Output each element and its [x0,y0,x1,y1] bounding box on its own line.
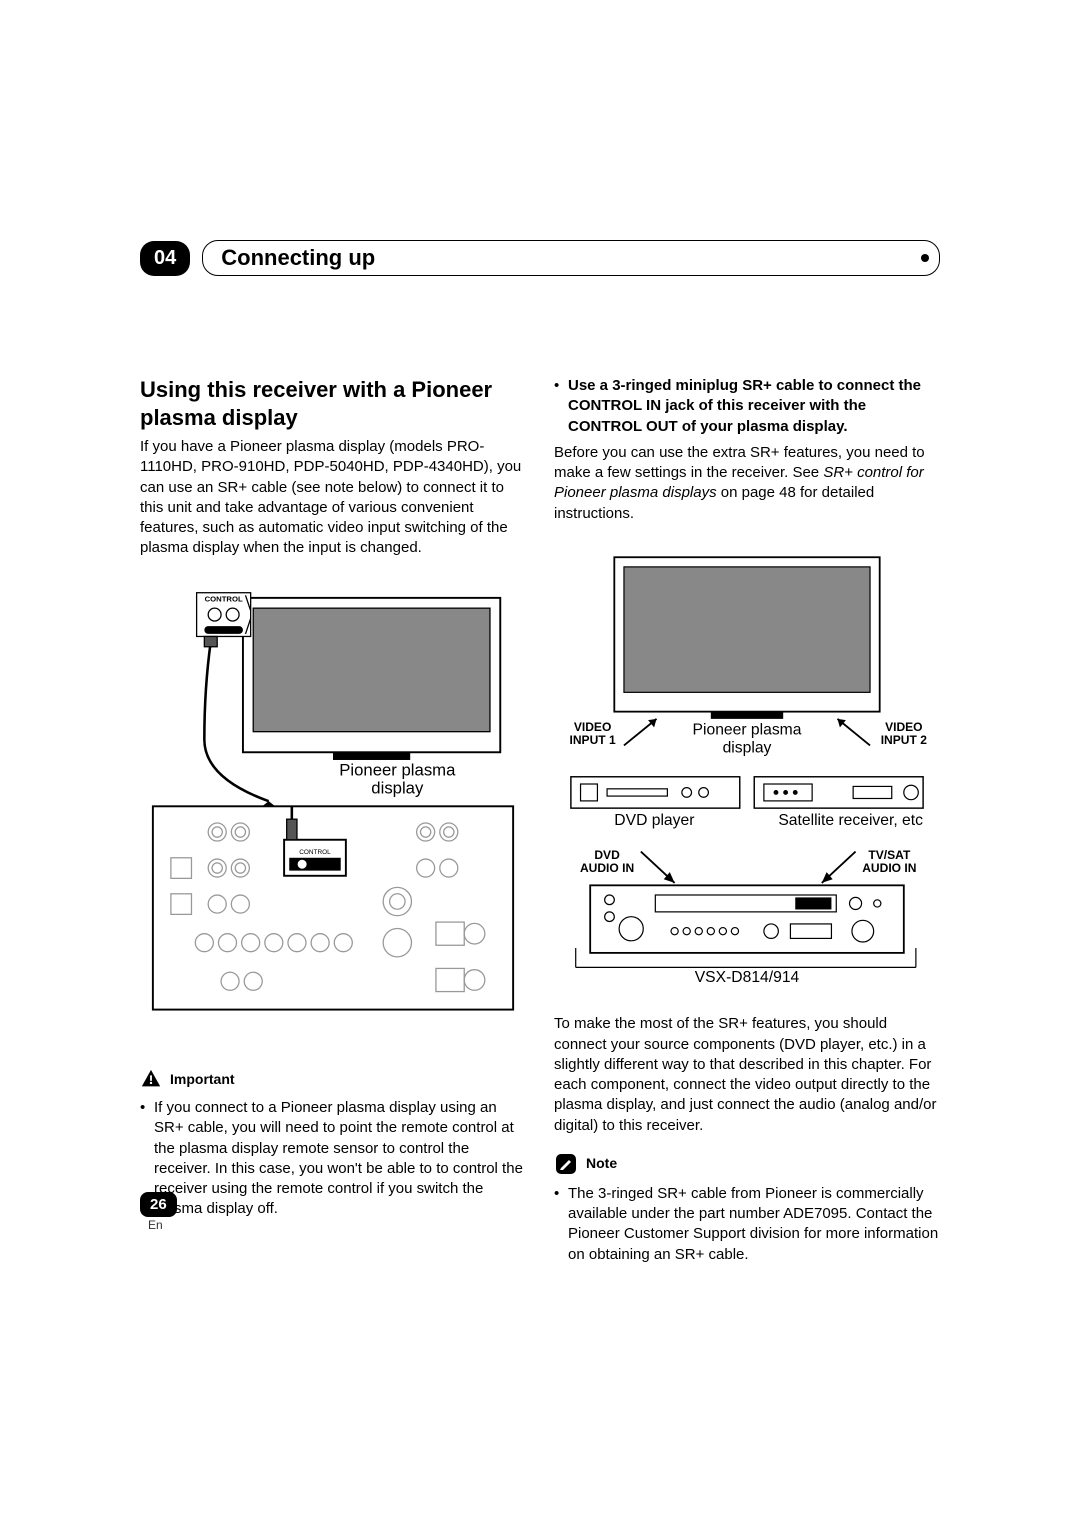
chapter-number-badge: 04 [140,241,190,276]
dvd-audio-line1: DVD [594,848,620,862]
chapter-title: Connecting up [221,245,375,270]
intro-paragraph: If you have a Pioneer plasma display (mo… [140,437,526,559]
sr-plus-connection-diagram: CONTROL Pioneer plasma display [140,585,526,1022]
note-list: The 3-ringed SR+ cable from Pioneer is c… [554,1184,940,1265]
important-label: Important [170,1070,235,1089]
plasma-label2-line1: Pioneer plasma [693,721,802,738]
note-callout: Note [554,1152,940,1176]
note-label: Note [586,1154,617,1173]
sat-receiver-label: Satellite receiver, etc [778,812,923,829]
plasma-label2-line2: display [723,739,772,756]
chapter-dot-icon [921,254,929,262]
chapter-title-pill: Connecting up [202,240,940,276]
right-column: Use a 3-ringed miniplug SR+ cable to con… [554,376,940,1271]
model-label: VSX-D814/914 [695,969,800,984]
video-input1-line2: INPUT 1 [569,733,615,747]
component-routing-diagram: VIDEO INPUT 1 VIDEO INPUT 2 Pioneer plas… [554,550,940,984]
note-icon [554,1152,578,1176]
routing-paragraph: To make the most of the SR+ features, yo… [554,1014,940,1136]
plasma-label-line2: display [371,778,424,797]
instruction-list: Use a 3-ringed miniplug SR+ cable to con… [554,376,940,437]
important-list: If you connect to a Pioneer plasma displ… [140,1098,526,1220]
page-content: 04 Connecting up Using this receiver wit… [140,240,940,1271]
tvsat-audio-line1: TV/SAT [868,848,911,862]
tvsat-audio-line2: AUDIO IN [862,861,916,875]
important-callout: Important [140,1068,526,1090]
chapter-header: 04 Connecting up [140,240,940,276]
important-icon [140,1068,162,1090]
instruction-para: Before you can use the extra SR+ feature… [554,443,940,524]
page-number-badge: 26 [140,1192,177,1217]
important-bullet: If you connect to a Pioneer plasma displ… [140,1098,526,1220]
instruction-bold: Use a 3-ringed miniplug SR+ cable to con… [568,377,921,435]
plasma-label-line1: Pioneer plasma [339,760,456,779]
dvd-player-label: DVD player [614,812,694,829]
page-language: En [148,1218,163,1232]
video-input2-line1: VIDEO [885,720,923,734]
control-label: CONTROL [205,594,243,603]
note-bullet: The 3-ringed SR+ cable from Pioneer is c… [554,1184,940,1265]
dvd-audio-line2: AUDIO IN [580,861,634,875]
left-column: Using this receiver with a Pioneer plasm… [140,376,526,1271]
svg-text:CONTROL: CONTROL [299,848,331,855]
two-column-layout: Using this receiver with a Pioneer plasm… [140,376,940,1271]
video-input1-line1: VIDEO [574,720,612,734]
section-heading: Using this receiver with a Pioneer plasm… [140,376,526,431]
video-input2-line2: INPUT 2 [881,733,927,747]
instruction-bullet: Use a 3-ringed miniplug SR+ cable to con… [554,376,940,437]
